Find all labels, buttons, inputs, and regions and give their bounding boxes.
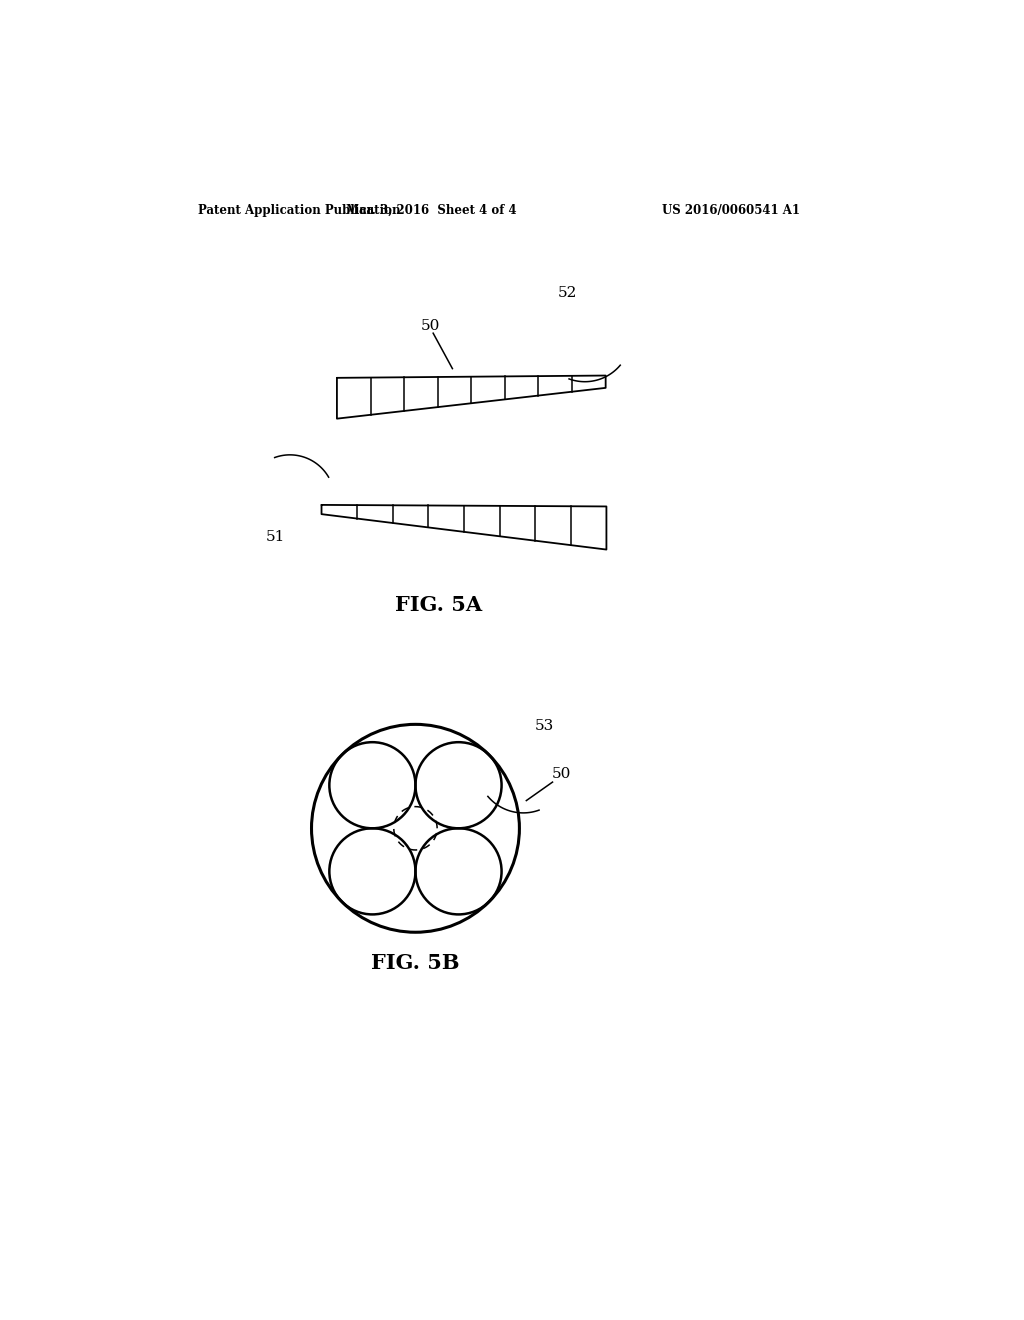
Text: Patent Application Publication: Patent Application Publication <box>199 205 400 218</box>
Text: 51: 51 <box>265 531 285 544</box>
Text: FIG. 5A: FIG. 5A <box>395 595 482 615</box>
Text: FIG. 5B: FIG. 5B <box>372 953 460 973</box>
Text: Mar. 3, 2016  Sheet 4 of 4: Mar. 3, 2016 Sheet 4 of 4 <box>345 205 516 218</box>
Text: 52: 52 <box>558 286 578 300</box>
Text: 50: 50 <box>552 767 571 781</box>
Text: 53: 53 <box>535 719 554 733</box>
Text: US 2016/0060541 A1: US 2016/0060541 A1 <box>662 205 800 218</box>
Text: 50: 50 <box>421 319 440 333</box>
